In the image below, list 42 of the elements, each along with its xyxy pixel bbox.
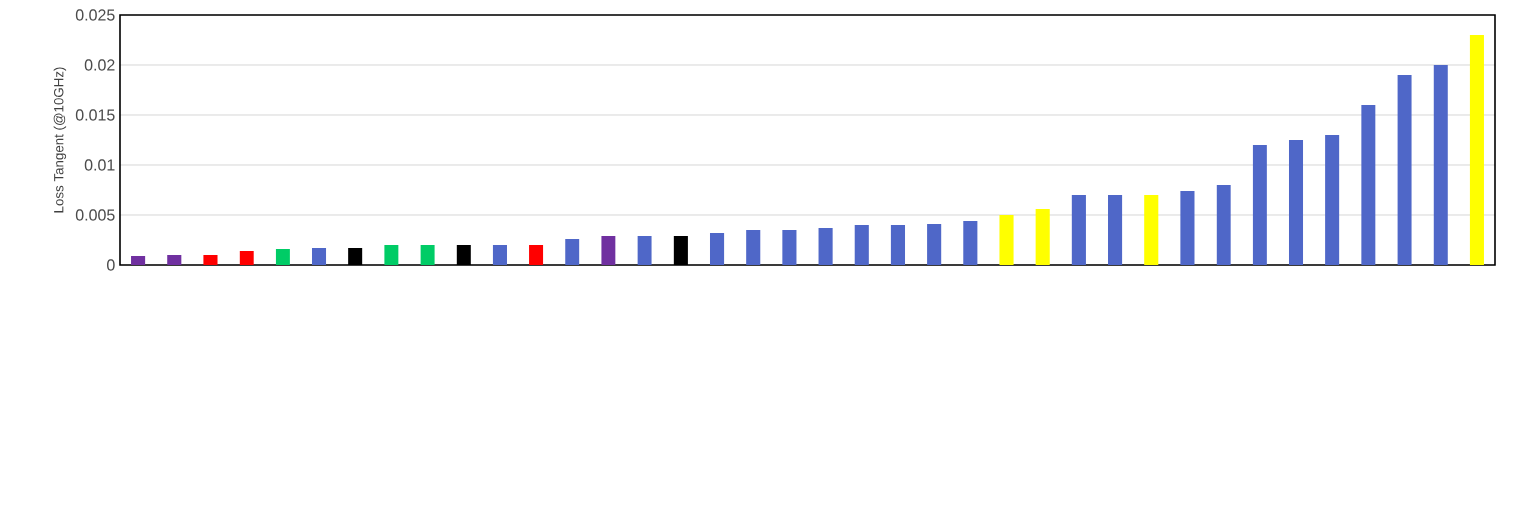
bar (239, 250, 254, 265)
bar (1035, 208, 1050, 265)
bar (1288, 140, 1304, 265)
y-tick-label: 0.025 (75, 9, 115, 21)
bar (529, 245, 544, 265)
bar (1433, 64, 1448, 265)
bar (1397, 74, 1412, 265)
bar (601, 236, 616, 265)
bar (1071, 194, 1086, 265)
y-tick-label: 0.015 (75, 109, 115, 121)
bar (167, 254, 182, 265)
bar (1216, 184, 1231, 265)
y-tick-label: 0.005 (75, 209, 115, 221)
bar (637, 236, 652, 265)
bar (1325, 134, 1340, 265)
bar (782, 229, 797, 265)
y-tick-label: 0.02 (84, 59, 115, 71)
y-tick-label: 0 (107, 259, 115, 271)
bar (131, 256, 146, 265)
bar (203, 254, 218, 265)
bar (1108, 194, 1123, 265)
bar (1361, 105, 1376, 265)
bar (1144, 194, 1159, 265)
bar (854, 225, 869, 265)
bar (1252, 144, 1267, 265)
bar (384, 245, 399, 265)
bar (275, 249, 290, 265)
bar (565, 239, 580, 265)
bar (999, 215, 1014, 265)
bar (963, 221, 978, 265)
bar (709, 233, 725, 265)
bar (1180, 190, 1195, 265)
bar (420, 245, 435, 265)
y-axis-title: Loss Tangent (@10GHz) (53, 67, 67, 213)
bar (1469, 35, 1484, 265)
bar (890, 225, 906, 265)
bar (746, 229, 761, 265)
bar (492, 245, 507, 265)
bar (311, 247, 327, 265)
bar (818, 228, 833, 265)
bar (927, 224, 942, 265)
y-tick-label: 0.01 (84, 159, 115, 171)
